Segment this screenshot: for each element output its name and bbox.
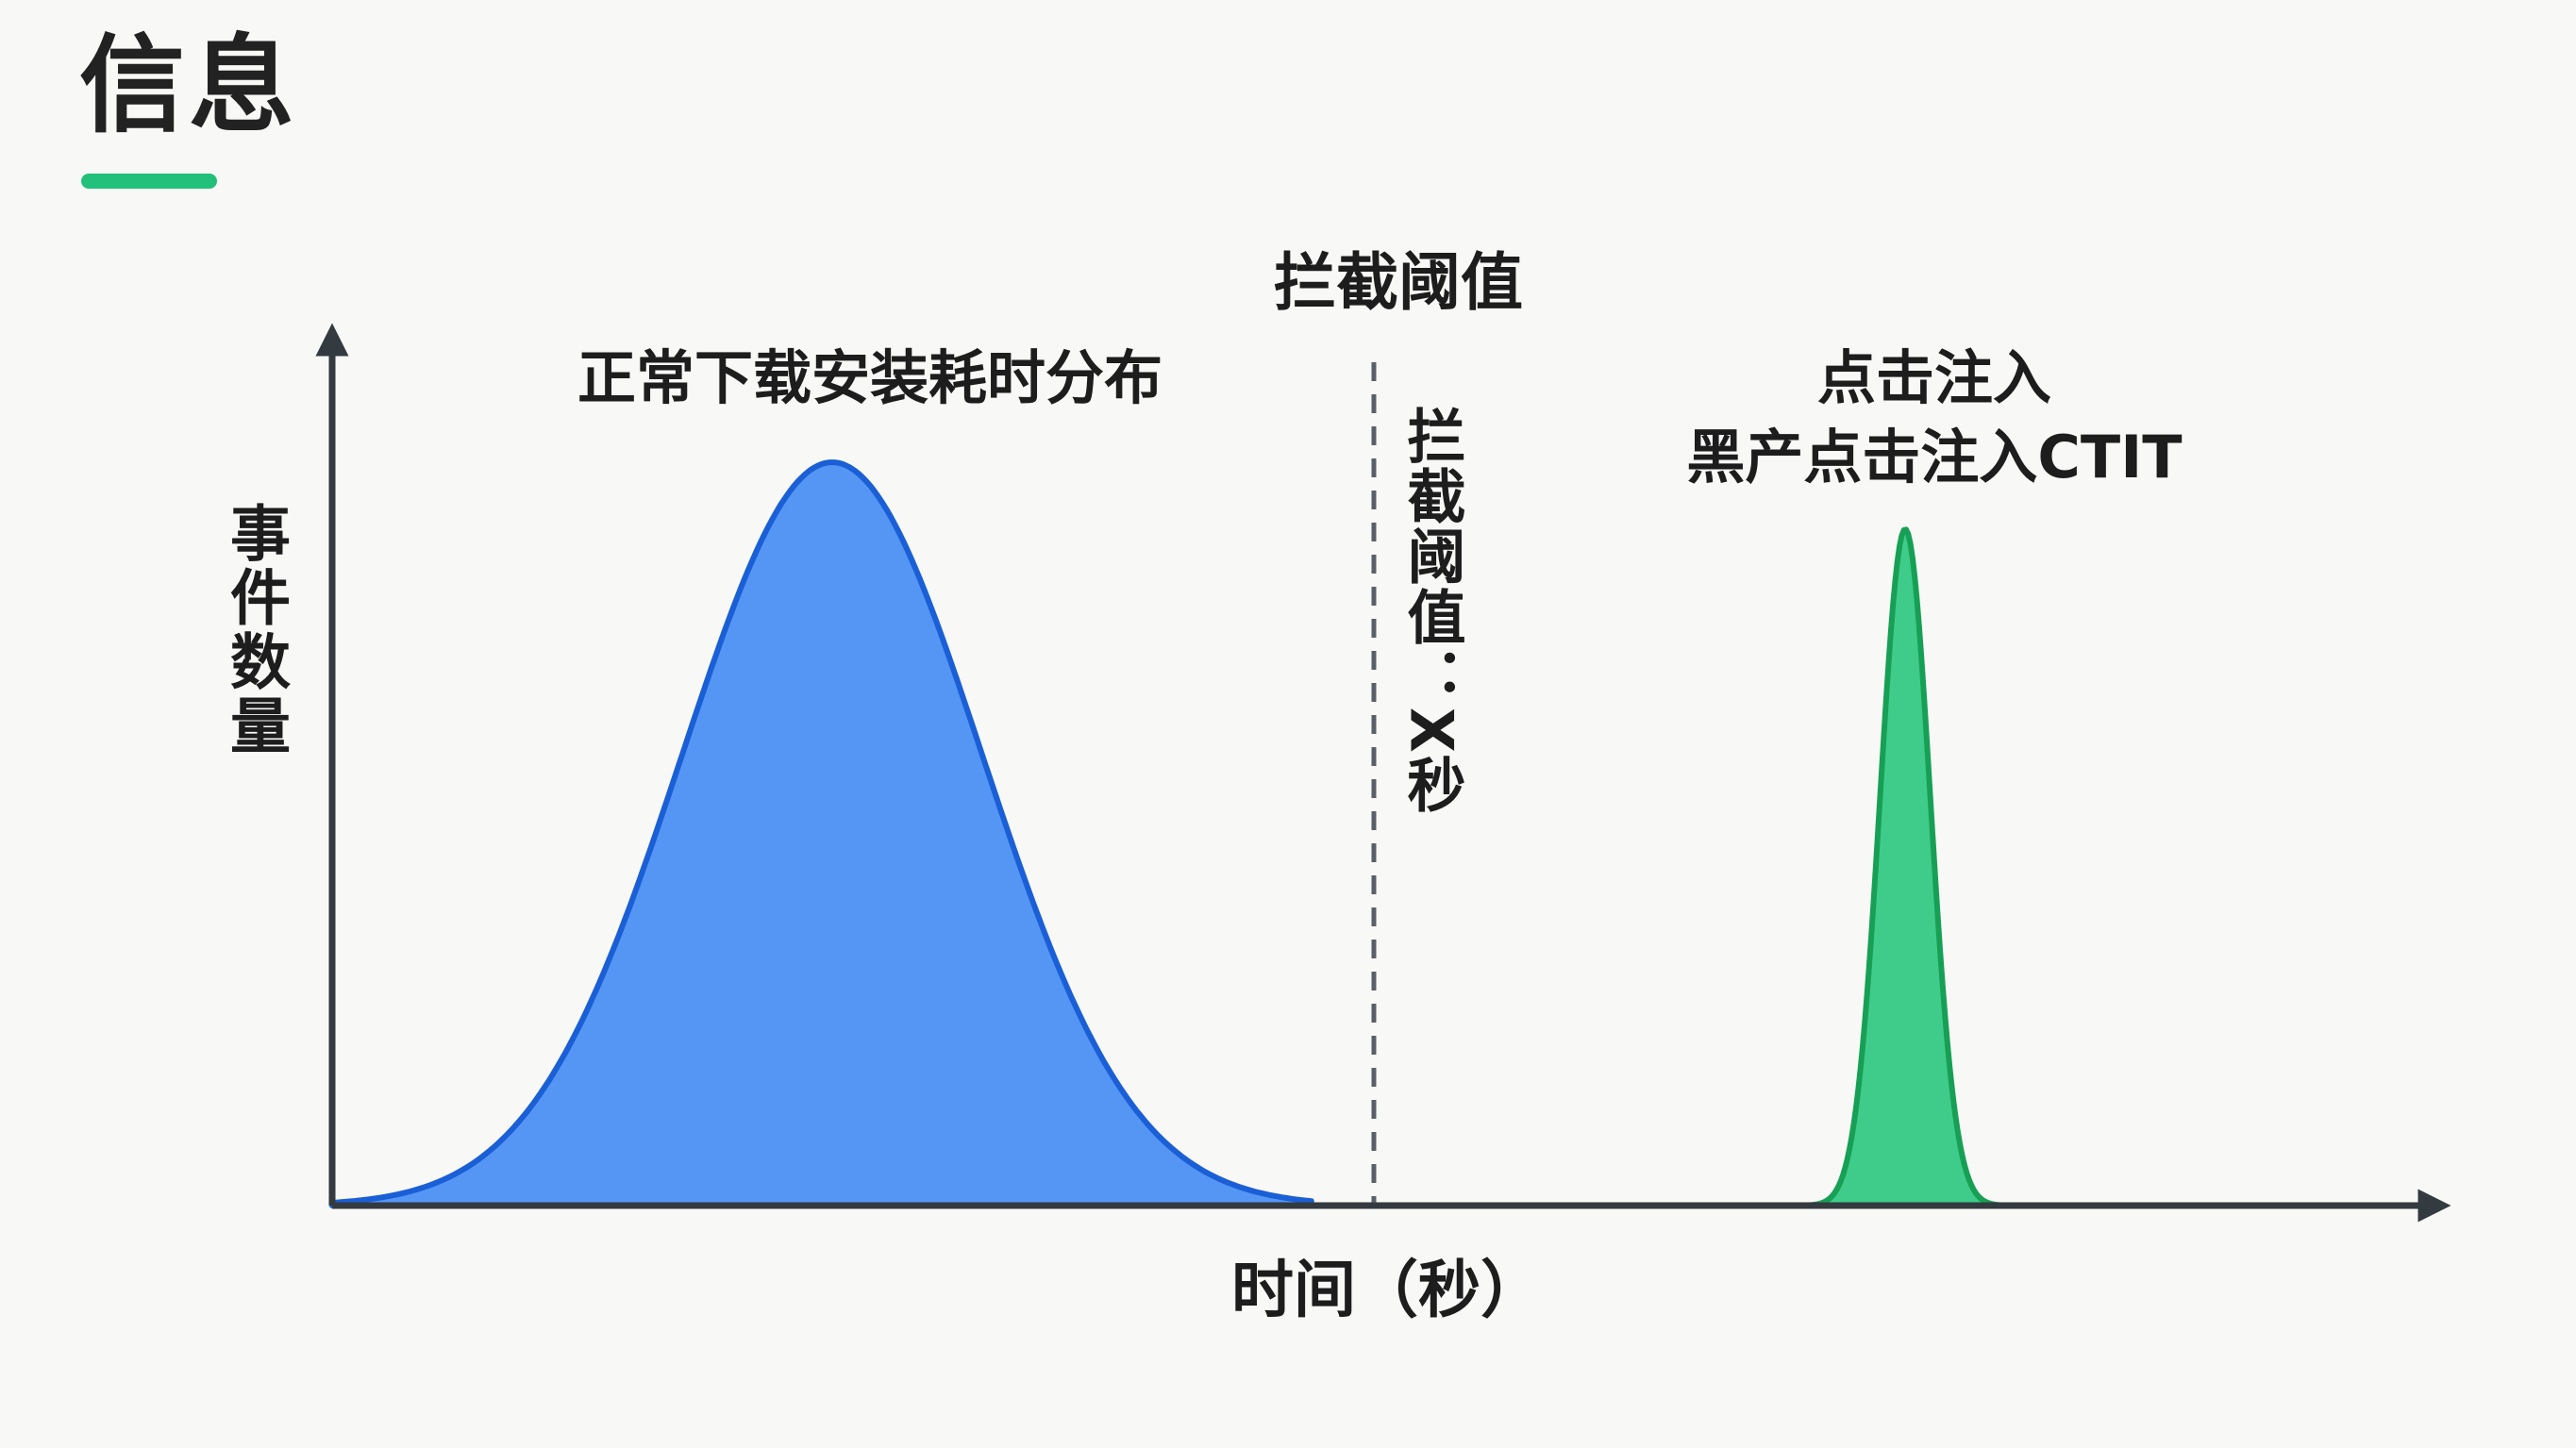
click-series-label-line1: 点击注入 — [1817, 343, 2051, 412]
normal-series-label: 正常下载安装耗时分布 — [577, 343, 1163, 412]
page-title: 信息 — [79, 25, 298, 147]
y-axis-label: 事件数量 — [220, 502, 291, 758]
click-injection-distribution-area — [1621, 526, 2148, 1208]
threshold-label-top: 拦截阈值 — [1274, 246, 1523, 319]
normal-distribution-area — [329, 459, 1314, 1208]
x-axis-label: 时间（秒） — [1231, 1254, 1543, 1326]
title-underline — [81, 174, 217, 189]
click-series-label-line2: 黑产点击注入CTIT — [1686, 423, 2182, 491]
threshold-label-vertical: 拦截阈值：X秒 — [1397, 406, 1466, 815]
